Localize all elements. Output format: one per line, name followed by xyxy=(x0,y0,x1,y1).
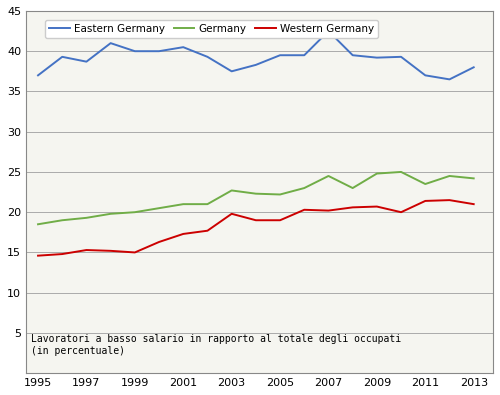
Eastern Germany xyxy=(180,45,186,49)
Germany xyxy=(108,211,114,216)
Eastern Germany xyxy=(253,62,259,67)
Western Germany xyxy=(108,248,114,253)
Eastern Germany xyxy=(228,69,234,74)
Eastern Germany xyxy=(132,49,138,54)
Eastern Germany xyxy=(374,55,380,60)
Eastern Germany xyxy=(350,53,356,58)
Text: Lavoratori a basso salario in rapporto al totale degli occupati
(in percentuale): Lavoratori a basso salario in rapporto a… xyxy=(31,334,401,356)
Western Germany xyxy=(132,250,138,255)
Eastern Germany xyxy=(59,55,65,59)
Germany xyxy=(228,188,234,193)
Eastern Germany xyxy=(156,49,162,54)
Eastern Germany xyxy=(446,77,452,82)
Germany xyxy=(84,215,89,220)
Western Germany xyxy=(302,207,308,212)
Germany xyxy=(59,218,65,223)
Germany xyxy=(374,171,380,176)
Western Germany xyxy=(204,228,210,233)
Western Germany xyxy=(180,231,186,236)
Western Germany xyxy=(422,199,428,203)
Western Germany xyxy=(228,211,234,216)
Legend: Eastern Germany, Germany, Western Germany: Eastern Germany, Germany, Western German… xyxy=(45,20,378,38)
Eastern Germany xyxy=(422,73,428,78)
Western Germany xyxy=(470,202,476,207)
Germany xyxy=(132,210,138,214)
Western Germany xyxy=(277,218,283,223)
Line: Germany: Germany xyxy=(38,172,474,224)
Western Germany xyxy=(84,248,89,252)
Western Germany xyxy=(398,210,404,214)
Eastern Germany xyxy=(204,55,210,59)
Germany xyxy=(156,206,162,211)
Western Germany xyxy=(326,208,332,213)
Germany xyxy=(326,173,332,178)
Western Germany xyxy=(156,240,162,245)
Eastern Germany xyxy=(470,65,476,70)
Germany xyxy=(35,222,41,227)
Eastern Germany xyxy=(108,41,114,45)
Line: Western Germany: Western Germany xyxy=(38,200,474,256)
Western Germany xyxy=(35,253,41,258)
Western Germany xyxy=(350,205,356,210)
Germany xyxy=(180,202,186,207)
Germany xyxy=(422,182,428,186)
Germany xyxy=(302,186,308,190)
Eastern Germany xyxy=(35,73,41,78)
Western Germany xyxy=(253,218,259,223)
Western Germany xyxy=(59,252,65,256)
Western Germany xyxy=(446,198,452,203)
Germany xyxy=(398,169,404,174)
Eastern Germany xyxy=(277,53,283,58)
Germany xyxy=(253,191,259,196)
Germany xyxy=(470,176,476,181)
Germany xyxy=(204,202,210,207)
Germany xyxy=(350,186,356,190)
Eastern Germany xyxy=(302,53,308,58)
Eastern Germany xyxy=(326,29,332,34)
Western Germany xyxy=(374,204,380,209)
Eastern Germany xyxy=(398,55,404,59)
Line: Eastern Germany: Eastern Germany xyxy=(38,31,474,79)
Germany xyxy=(446,173,452,178)
Germany xyxy=(277,192,283,197)
Eastern Germany xyxy=(84,59,89,64)
